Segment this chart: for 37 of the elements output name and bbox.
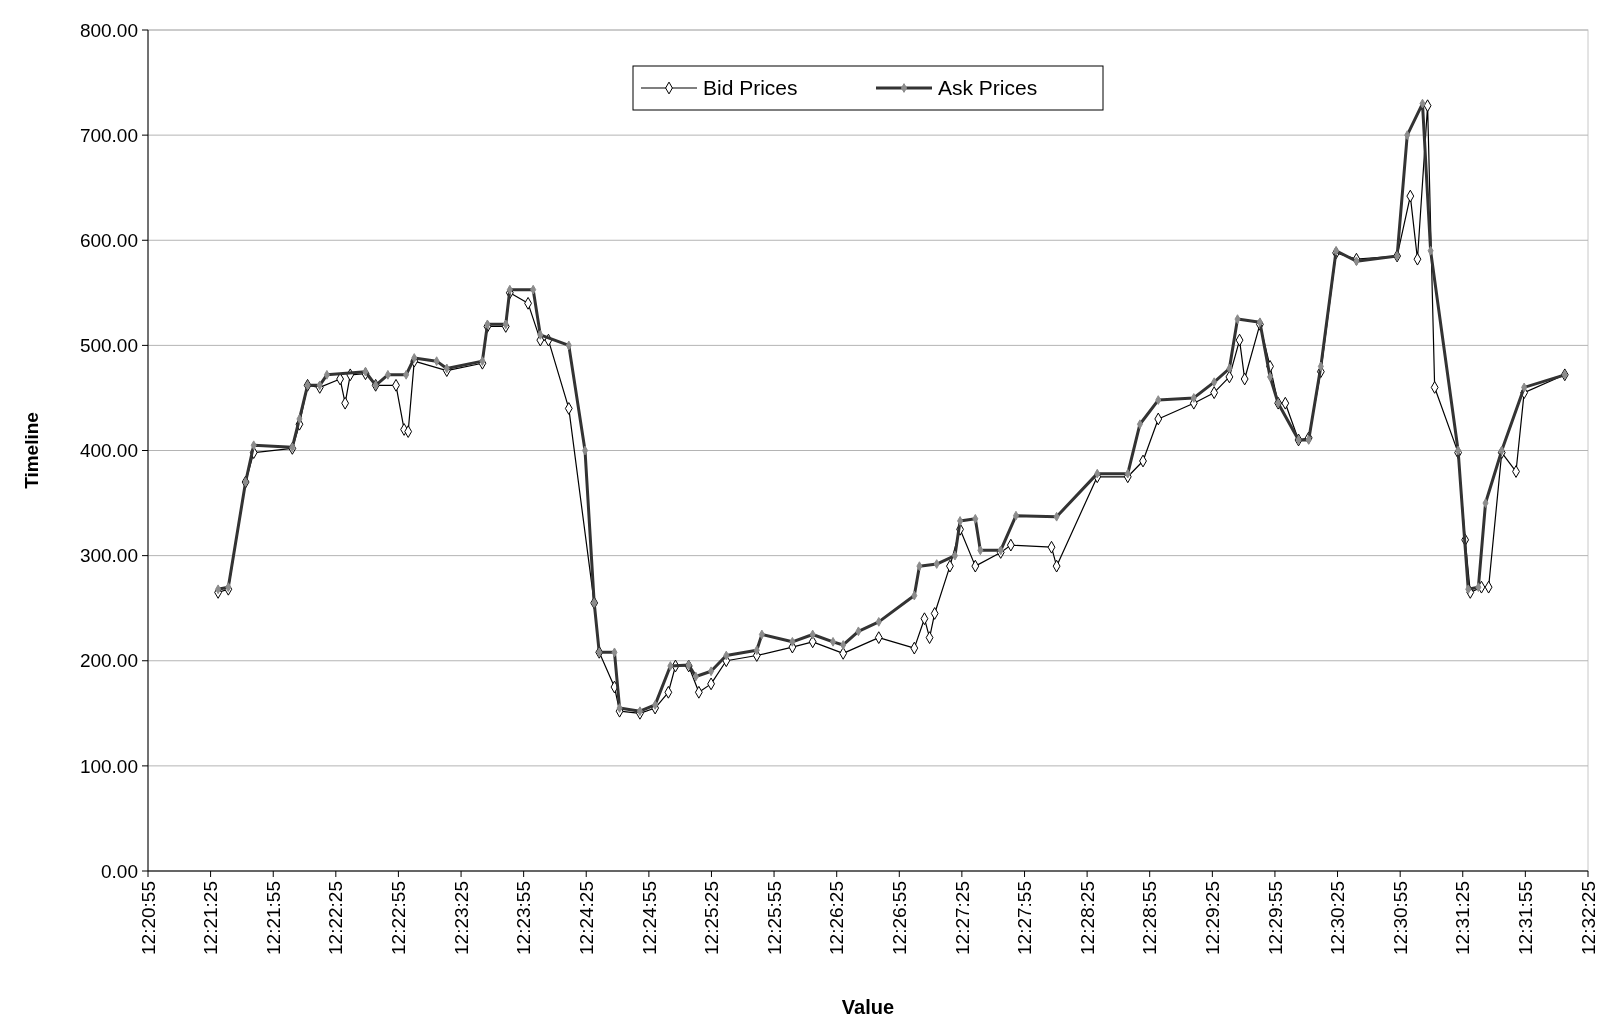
legend-label: Bid Prices	[703, 76, 798, 100]
legend-label: Ask Prices	[938, 76, 1038, 100]
x-tick-label: 12:21:25	[200, 881, 222, 955]
x-tick-label: 12:22:25	[325, 881, 347, 955]
x-tick-label: 12:24:55	[638, 881, 660, 955]
x-tick-label: 12:29:55	[1264, 881, 1286, 955]
x-tick-label: 12:25:25	[701, 881, 723, 955]
x-tick-label: 12:26:25	[826, 881, 848, 955]
x-tick-label: 12:30:55	[1389, 881, 1411, 955]
x-tick-label: 12:31:55	[1514, 881, 1536, 955]
x-tick-label: 12:29:25	[1202, 881, 1223, 955]
x-tick-label: 12:21:55	[262, 881, 284, 955]
y-tick-label: 0.00	[101, 860, 138, 882]
y-tick-label: 700.00	[79, 124, 138, 146]
x-tick-label: 12:30:25	[1327, 881, 1349, 955]
y-axis-title: Timeline	[21, 412, 42, 489]
x-tick-label: 12:31:25	[1452, 881, 1474, 955]
x-tick-label: 12:28:55	[1139, 881, 1161, 955]
y-tick-label: 300.00	[79, 545, 138, 567]
x-tick-label: 12:27:55	[1014, 881, 1036, 955]
x-tick-label: 12:24:25	[575, 881, 597, 955]
x-tick-label: 12:25:55	[763, 881, 785, 955]
y-tick-label: 800.00	[79, 19, 138, 41]
x-axis-title: Value	[841, 996, 895, 1018]
y-tick-label: 400.00	[79, 440, 138, 462]
y-tick-label: 500.00	[79, 335, 138, 357]
x-tick-label: 12:22:55	[388, 881, 410, 955]
x-tick-label: 12:23:25	[450, 881, 472, 955]
x-tick-label: 12:20:55	[137, 881, 159, 955]
x-tick-label: 12:23:55	[513, 881, 535, 955]
y-tick-label: 600.00	[79, 229, 138, 251]
x-tick-label: 12:28:25	[1076, 881, 1098, 955]
x-tick-label: 12:26:55	[888, 881, 910, 955]
y-tick-label: 100.00	[79, 755, 138, 777]
x-tick-label: 12:27:25	[951, 881, 973, 955]
x-tick-label: 12:32:25	[1577, 881, 1599, 955]
y-tick-label: 200.00	[79, 650, 138, 672]
